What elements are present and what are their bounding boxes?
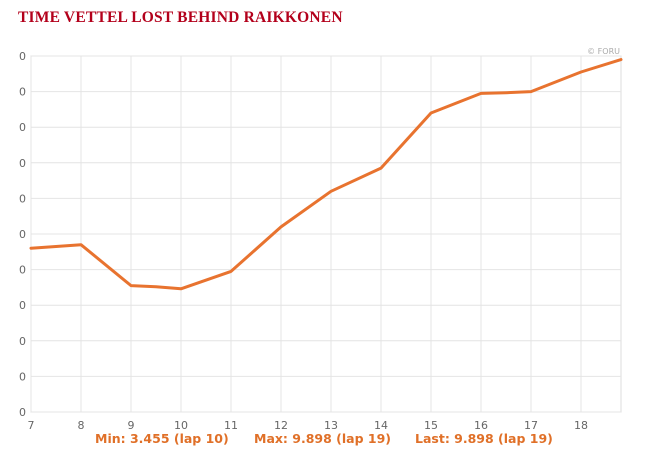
stats-max: Max: 9.898 (lap 19) (254, 431, 391, 446)
y-tick-label: 0 (19, 192, 26, 205)
x-tick-label: 14 (374, 419, 388, 432)
chart-title: TIME VETTEL LOST BEHIND RAIKKONEN (18, 9, 343, 26)
x-tick-label: 12 (274, 419, 288, 432)
x-tick-label: 16 (474, 419, 488, 432)
series-line (29, 58, 623, 291)
x-axis-ticks: 7 8 9 10 11 12 13 14 15 16 17 18 (28, 419, 589, 432)
x-tick-label: 15 (424, 419, 438, 432)
stats-last: Last: 9.898 (lap 19) (415, 431, 553, 446)
x-tick-label: 10 (174, 419, 188, 432)
x-tick-label: 11 (224, 419, 238, 432)
x-tick-label: 8 (78, 419, 85, 432)
x-tick-label: 18 (574, 419, 588, 432)
y-tick-label: 0 (19, 335, 26, 348)
grid-lines (30, 55, 621, 413)
y-tick-label: 0 (19, 157, 26, 170)
y-tick-label: 0 (19, 228, 26, 241)
y-tick-label: 0 (19, 50, 26, 63)
y-tick-label: 0 (19, 264, 26, 277)
y-tick-label: 0 (19, 299, 26, 312)
copyright-text: © FORU (587, 47, 620, 56)
y-tick-label: 0 (19, 86, 26, 99)
x-tick-label: 7 (28, 419, 35, 432)
y-axis-ticks: 0 0 0 0 0 0 0 0 0 0 0 (19, 50, 26, 419)
x-tick-label: 13 (324, 419, 338, 432)
y-tick-label: 0 (19, 121, 26, 134)
x-tick-label: 17 (524, 419, 538, 432)
x-tick-label: 9 (128, 419, 135, 432)
stats-min: Min: 3.455 (lap 10) (95, 431, 229, 446)
y-tick-label: 0 (19, 370, 26, 383)
series-line-group (29, 58, 623, 291)
y-tick-label: 0 (19, 406, 26, 419)
